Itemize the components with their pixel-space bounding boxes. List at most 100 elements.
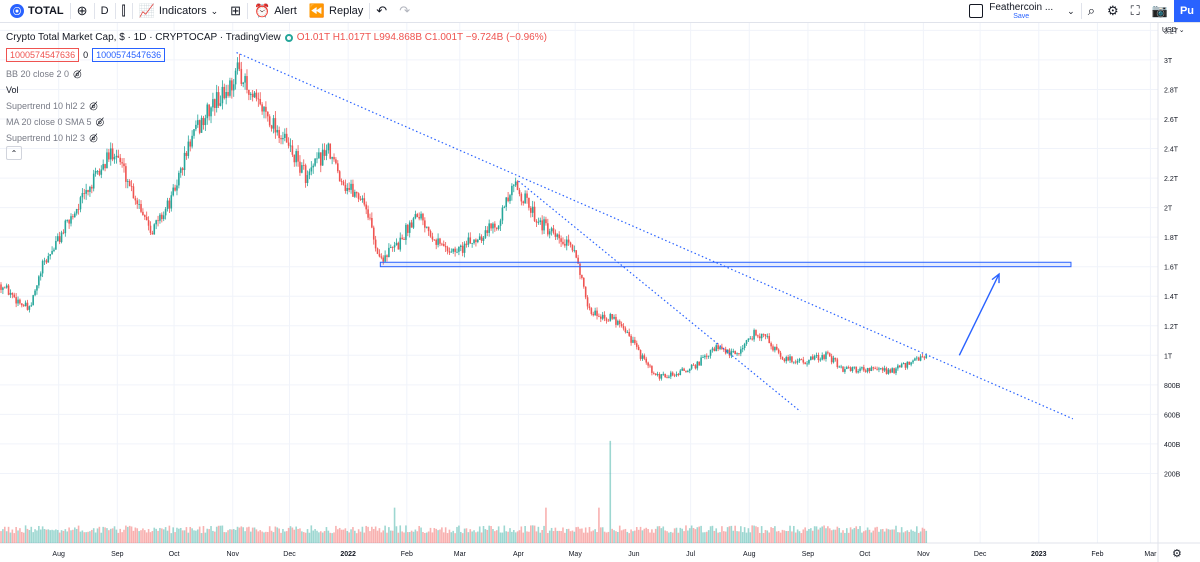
templates-grid-icon[interactable]: ⊞ [230,3,242,18]
volume-bar [825,528,827,543]
candle-body [232,84,235,91]
publish-button[interactable]: Pu [1173,0,1200,22]
redo-icon[interactable]: ↷ [399,3,411,18]
indicator-supertrend-3[interactable]: Supertrend 10 hl2 3 ◎̸ [6,132,98,144]
replay-button[interactable]: ⏪ Replay [303,0,369,22]
price-chart[interactable]: 3.2T 3T 2.8T 2.6T 2.4T 2.2T 2T 1.8T 1.6T 1.4T 1.2T… [0,23,1200,562]
volume-bar [355,533,358,543]
candle-body [611,314,613,319]
volume-bar [125,525,127,543]
candle-body [738,353,740,355]
candle-body [304,165,307,183]
fullscreen-icon[interactable]: ⛶ [1130,3,1140,18]
gear-icon[interactable]: ⚙ [1172,547,1182,560]
candle-body [547,223,549,235]
indicator-bb[interactable]: BB 20 close 2 0 ◎̸ [6,68,82,80]
eye-off-icon[interactable]: ◎̸ [95,116,105,128]
arrow-head-icon [991,272,1000,284]
volume-bar [104,527,106,543]
candle-body [217,92,220,106]
volume-bar [2,529,4,543]
volume-bar [73,527,76,543]
candle-body [215,92,218,108]
volume-bar [412,531,415,543]
eye-off-icon[interactable]: ◎̸ [89,100,98,112]
search-icon[interactable]: ⌕ [1087,3,1095,18]
chart-legend: Crypto Total Market Cap, $ · 1D · CRYPTO… [6,30,547,160]
layout-button[interactable]: Feathercoin ... Save [961,2,1061,20]
currency-label[interactable]: USD ⌄ [1162,27,1185,34]
volume-bars [0,440,928,543]
volume-bar [3,526,6,543]
candle-body [87,190,89,192]
volume-bar [272,532,275,543]
volume-bar [327,530,330,543]
alert-button[interactable]: ⏰ Alert [248,0,303,22]
indicator-supertrend-2[interactable]: Supertrend 10 hl2 2 ◎̸ [6,100,98,112]
indicators-button[interactable]: 📈 Indicators ⌄ [133,0,224,22]
candle-body [613,316,615,319]
candle-body [584,286,587,298]
candle-body [422,213,424,221]
candle-body [889,369,892,373]
candle-body [713,348,716,352]
interval-button[interactable]: D [95,0,115,22]
candle-body [149,225,152,233]
collapse-legend-chevron-up-icon[interactable]: ⌃ [6,146,22,160]
volume-bar [268,526,271,543]
candle-body [270,125,273,129]
camera-icon[interactable]: 📷 [1151,3,1168,18]
volume-bar [389,530,392,543]
candle-body [840,366,842,368]
candle-body [323,149,326,156]
layout-save: Save [1013,12,1030,20]
symbol-search[interactable]: ⦿ TOTAL [4,0,70,22]
undo-icon[interactable]: ↶ [376,3,388,18]
volume-bar [484,529,487,543]
time-tick-label: Feb [401,551,413,558]
indicator-vol[interactable]: Vol [6,85,19,95]
volume-bar [128,525,131,543]
volume-bar [723,531,725,543]
eye-off-icon[interactable]: ◎̸ [73,68,82,80]
candle-type-icon[interactable]: ⫿ [121,3,126,18]
candle-body [664,373,666,378]
candle-body [240,68,243,84]
volume-bar [789,525,791,543]
volume-bar [424,533,426,543]
volume-bar [340,529,343,543]
candle-body [696,361,699,369]
candle-body [397,242,400,250]
volume-bar [437,530,439,543]
compare-symbol-icon[interactable]: ⊕ [76,3,88,18]
volume-bar [774,526,776,543]
gear-icon[interactable]: ⚙ [1106,3,1119,18]
candle-body [242,82,244,84]
candle-body [565,239,568,246]
volume-bar [183,530,186,543]
volume-bar [461,533,464,543]
candle-body [639,350,642,359]
candle-body [125,166,127,182]
candle-body [594,310,596,316]
candle-body [910,362,912,365]
buy-price-box[interactable]: 1000574547636 [92,47,166,62]
legend-title[interactable]: Crypto Total Market Cap, $ · 1D · CRYPTO… [6,32,281,43]
volume-bar [798,531,801,543]
volume-bar [728,526,731,543]
eye-off-icon[interactable]: ◎̸ [89,132,98,144]
candle-body [836,359,839,368]
volume-bar [791,531,793,543]
layout-menu-chevron-icon[interactable]: ⌄ [1067,5,1075,16]
candle-body [325,150,328,156]
volume-bar [900,527,903,543]
sell-price-box[interactable]: 1000574547636 [6,47,80,62]
candle-body [533,206,536,221]
candle-body [314,158,316,166]
trendline [236,51,1074,420]
indicator-ma[interactable]: MA 20 close 0 SMA 5 ◎̸ [6,116,105,128]
candle-body [274,118,277,133]
candle-body [420,213,422,219]
candle-body [244,76,246,83]
volume-bar [704,532,706,543]
